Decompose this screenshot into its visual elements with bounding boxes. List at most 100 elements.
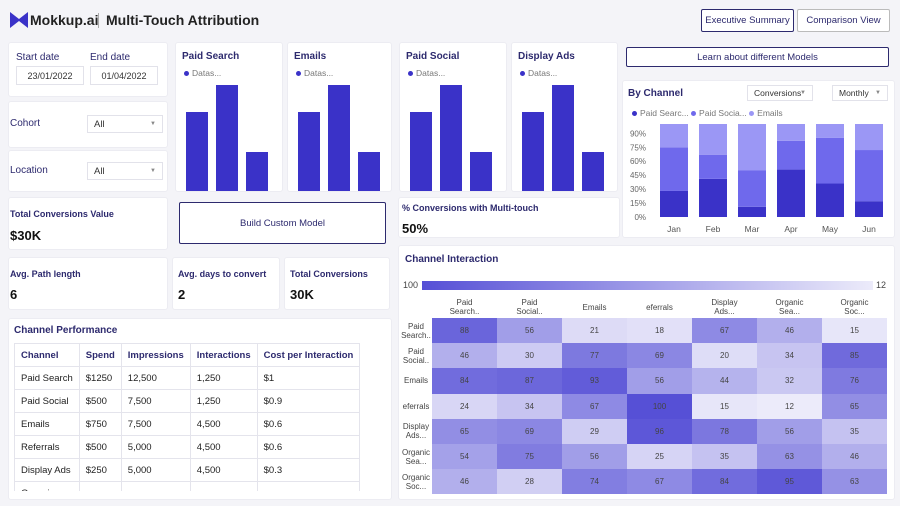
total-conversions-card [284,257,390,310]
heatmap-cell[interactable]: 29 [562,418,627,444]
heatmap-cell[interactable]: 74 [562,469,627,495]
heatmap-cell[interactable]: 46 [432,469,497,495]
brand-name: Mokkup.ai [30,12,99,28]
heatmap-cell[interactable]: 75 [497,444,562,470]
heatmap-cell[interactable]: 44 [692,368,757,394]
mini-chart-card: Emails Datas... [287,42,392,192]
heatmap-cell[interactable]: 65 [822,393,887,419]
executive-summary-button[interactable]: Executive Summary [701,9,794,32]
column-label: Organic Soc... [840,298,869,316]
heatmap-cell[interactable]: 18 [627,318,692,344]
table-cell: $250 [78,458,122,482]
heatmap-cell[interactable]: 85 [822,343,887,369]
heatmap-cell[interactable]: 35 [692,444,757,470]
heatmap-cell[interactable]: 21 [562,318,627,344]
table-scroll[interactable]: Channel Spend Impressions Interactions Cost … [14,343,385,491]
chevron-down-icon: ▼ [150,121,156,127]
heatmap-cell[interactable]: 32 [757,368,822,394]
column-header[interactable]: Channel [14,343,80,367]
heatmap-cell[interactable]: 100 [627,393,692,419]
heatmap-cell[interactable]: 24 [432,393,497,419]
heatmap-cell[interactable]: 87 [497,368,562,394]
heatmap-cell[interactable]: 30 [497,343,562,369]
heatmap-cell[interactable]: 96 [627,418,692,444]
table-cell: $1250 [78,366,122,390]
y-tick-label: 45% [630,171,646,180]
table-row: Organic [14,481,361,491]
column-header[interactable]: Interactions [189,343,258,367]
avg-path-card [8,257,168,310]
heatmap-cell[interactable]: 88 [432,318,497,344]
table-cell: Paid Search [14,366,80,390]
logo-icon [10,12,28,28]
start-date-input[interactable]: 23/01/2022 [16,66,84,85]
heatmap-cell[interactable]: 93 [562,368,627,394]
heatmap-cell[interactable]: 25 [627,444,692,470]
heatmap-cell[interactable]: 56 [757,418,822,444]
build-custom-model-button[interactable]: Build Custom Model [179,202,386,244]
period-dropdown[interactable]: Monthly ▼ [832,85,888,101]
heatmap-cell[interactable]: 63 [822,469,887,495]
heatmap-cell[interactable]: 69 [497,418,562,444]
heatmap-cell[interactable]: 12 [757,393,822,419]
location-value: All [94,165,105,177]
table-header-row: Channel Spend Impressions Interactions Cost … [14,343,361,367]
heatmap-cell[interactable]: 56 [497,318,562,344]
heatmap-cell[interactable]: 77 [562,343,627,369]
mini-bar [582,151,604,191]
column-label: Emails [582,302,607,312]
x-tick-label: Mar [745,224,760,234]
heatmap-cell[interactable]: 63 [757,444,822,470]
heatmap-cell[interactable]: 28 [497,469,562,495]
table-cell [256,481,361,491]
heatmap-cell[interactable]: 34 [757,343,822,369]
heatmap-cell[interactable]: 15 [822,318,887,344]
x-tick-label: Apr [784,224,797,234]
heatmap-cell[interactable]: 46 [432,343,497,369]
metric-dropdown[interactable]: Conversions ▼ [747,85,813,101]
heatmap-cell[interactable]: 20 [692,343,757,369]
table-cell [78,481,122,491]
end-date-input[interactable]: 01/04/2022 [90,66,158,85]
heatmap-cell[interactable]: 65 [432,418,497,444]
cohort-select[interactable]: All ▼ [87,115,163,133]
kpi-value: $30K [10,228,42,243]
heatmap-cell[interactable]: 46 [822,444,887,470]
table-cell: $0.6 [256,435,361,459]
table-cell: $750 [78,412,122,436]
learn-models-button[interactable]: Learn about different Models [626,47,889,67]
table-row: Referrals $500 5,000 4,500 $0.6 [14,435,361,459]
mini-chart-title: Paid Search [182,51,240,62]
y-tick-label: 75% [630,143,646,152]
heatmap-cell[interactable]: 56 [562,444,627,470]
heatmap-cell[interactable]: 78 [692,418,757,444]
end-date-label: End date [90,52,131,63]
column-header[interactable]: Cost per Interaction [256,343,361,367]
heatmap-cell[interactable]: 84 [432,368,497,394]
heatmap-cell[interactable]: 67 [627,469,692,495]
x-tick-label: Jun [862,224,876,234]
channel-performance-title: Channel Performance [14,325,118,336]
mini-bar [470,151,492,191]
table-cell: 4,500 [189,412,258,436]
location-select[interactable]: All ▼ [87,162,163,180]
row-label: Emails [403,376,428,386]
column-header[interactable]: Impressions [120,343,191,367]
heatmap-cell[interactable]: 35 [822,418,887,444]
heatmap-cell[interactable]: 84 [692,469,757,495]
y-tick-label: 60% [630,157,646,166]
heatmap-cell[interactable]: 67 [562,393,627,419]
heatmap-cell[interactable]: 56 [627,368,692,394]
heatmap-cell[interactable]: 54 [432,444,497,470]
column-header[interactable]: Spend [78,343,122,367]
comparison-view-button[interactable]: Comparison View [797,9,890,32]
heatmap-cell[interactable]: 67 [692,318,757,344]
heatmap-cell[interactable]: 15 [692,393,757,419]
heatmap-cell[interactable]: 95 [757,469,822,495]
heatmap-cell[interactable]: 34 [497,393,562,419]
kpi-label: Avg. Path length [10,269,81,279]
heatmap-cell[interactable]: 46 [757,318,822,344]
heatmap-cell[interactable]: 76 [822,368,887,394]
mini-bar [216,85,238,191]
heatmap-cell[interactable]: 69 [627,343,692,369]
